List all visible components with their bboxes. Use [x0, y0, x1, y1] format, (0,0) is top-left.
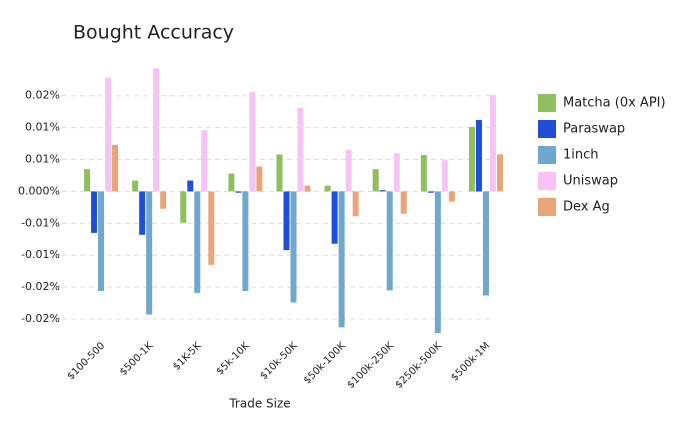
bar: [201, 130, 208, 192]
bar: [249, 91, 256, 192]
bar: [153, 68, 160, 192]
bar: [180, 191, 187, 223]
bar: [475, 119, 482, 192]
x-tick-label: $10k-50K: [258, 340, 300, 382]
bar: [256, 166, 263, 192]
bar: [324, 185, 331, 192]
y-tick-label: 0.02%: [25, 89, 60, 102]
legend-swatch: [538, 172, 556, 190]
x-tick-label: $100k-250K: [345, 340, 396, 391]
legend-label: 1inch: [563, 148, 599, 163]
bar: [304, 185, 311, 192]
bar: [448, 191, 455, 202]
bar: [194, 191, 201, 293]
bar: [379, 190, 386, 192]
bar: [400, 191, 407, 214]
bar: [132, 180, 139, 192]
legend-label: Matcha (0x API): [563, 96, 666, 111]
legend-swatch: [538, 120, 556, 138]
y-tick-label: 0.000%: [18, 184, 60, 197]
x-tick-label: $50k-100K: [302, 340, 348, 386]
bar: [352, 191, 359, 217]
bar: [276, 154, 283, 192]
bar: [105, 77, 112, 192]
bar: [482, 191, 489, 296]
bar: [112, 144, 119, 192]
bar: [187, 180, 194, 192]
bar: [393, 153, 400, 192]
y-tick-label: -0.02%: [21, 312, 60, 325]
bar: [345, 149, 352, 192]
bar: [338, 191, 345, 328]
bar: [84, 169, 91, 192]
y-tick-label: -0.02%: [21, 280, 60, 293]
y-tick-label: 0.01%: [25, 153, 60, 166]
x-tick-label: $1K-5K: [171, 340, 204, 373]
bar: [496, 154, 503, 192]
legend-label: Dex Ag: [563, 200, 610, 215]
bar: [420, 155, 427, 192]
x-tick-label: $5k-10K: [215, 340, 252, 377]
bar: [427, 191, 434, 193]
bar: [242, 191, 249, 291]
legend-swatch: [538, 146, 556, 164]
bar: [468, 126, 475, 192]
bar: [139, 191, 146, 235]
bar: [434, 191, 441, 334]
y-tick-label: -0.01%: [21, 248, 60, 261]
bar: [91, 191, 98, 233]
bar: [160, 191, 167, 209]
bar: [331, 191, 338, 244]
bar: [146, 191, 153, 315]
x-tick-label: $500-1K: [118, 340, 156, 378]
x-tick-label: $100-500: [65, 340, 107, 382]
bar: [441, 160, 448, 192]
bar: [489, 95, 496, 192]
bar: [386, 191, 393, 291]
bar: [208, 191, 215, 265]
bar: [290, 191, 297, 303]
bar: [98, 191, 105, 291]
y-tick-label: -0.01%: [21, 216, 60, 229]
bar: [235, 191, 242, 193]
bar: [283, 191, 290, 251]
bar: [372, 169, 379, 192]
bar: [228, 173, 235, 192]
legend-label: Uniswap: [563, 174, 618, 189]
legend-label: Paraswap: [563, 122, 625, 137]
y-tick-label: 0.01%: [25, 121, 60, 134]
x-tick-label: $500k-1M: [449, 340, 492, 383]
bar: [297, 107, 304, 192]
chart-title: Bought Accuracy: [73, 22, 234, 44]
x-tick-label: $250k-500K: [394, 340, 445, 391]
legend-swatch: [538, 94, 556, 112]
legend-swatch: [538, 198, 556, 216]
x-axis-label: Trade Size: [228, 397, 290, 411]
